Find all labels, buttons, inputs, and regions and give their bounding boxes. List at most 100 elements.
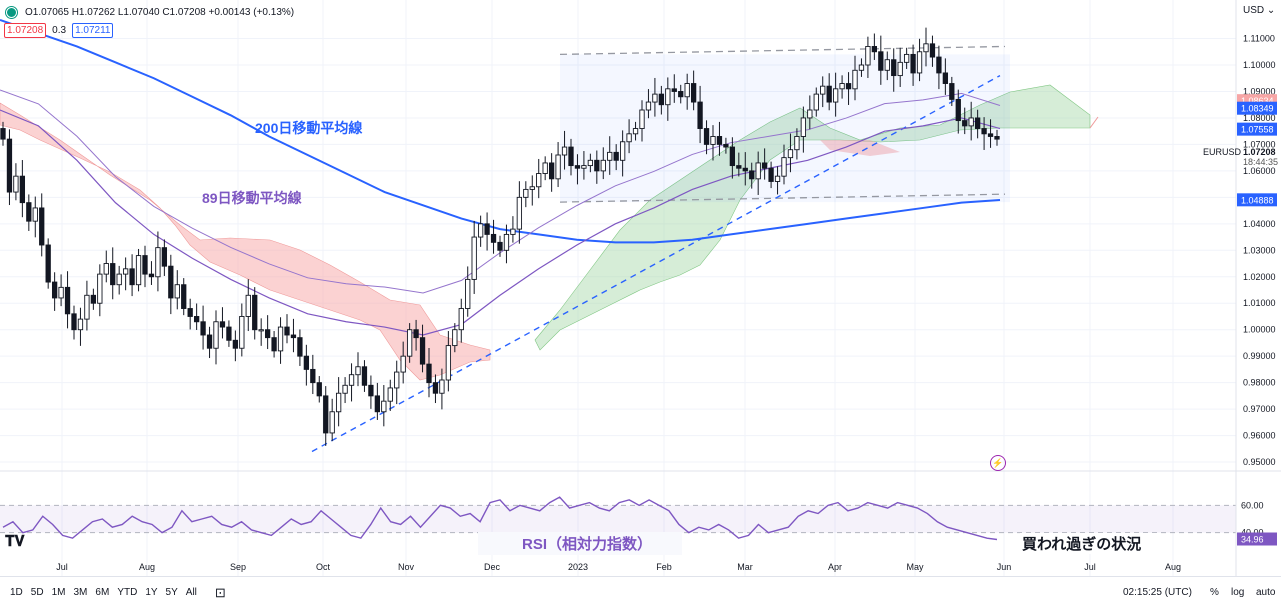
auto-toggle[interactable]: auto: [1256, 587, 1276, 598]
candle: [329, 398, 335, 442]
candle: [0, 121, 6, 146]
candle-body: [529, 186, 535, 190]
ichimoku-cloud-bearish: [820, 140, 900, 156]
candle-body: [839, 83, 845, 90]
candle: [697, 85, 703, 144]
timeframe-button[interactable]: 5Y: [165, 587, 178, 598]
candle: [77, 307, 84, 346]
candle-body: [110, 263, 116, 286]
candle-body: [903, 53, 910, 63]
candle-body: [897, 61, 903, 77]
candle-body: [581, 165, 587, 169]
candle-body: [335, 392, 342, 413]
candle-body: [155, 247, 161, 278]
ma89-line: [0, 109, 1001, 336]
rsi-line: [2, 496, 998, 541]
candle: [323, 386, 329, 446]
last-price-label: 1.07208: [1243, 147, 1276, 157]
candle: [219, 307, 226, 339]
ohlc-legend: O1.07065 H1.07262 L1.07040 C1.07208 +0.0…: [6, 5, 294, 19]
candle: [742, 152, 748, 186]
tradingview-logo-icon[interactable]: 𝐓𝐕: [5, 533, 25, 550]
timeframe-button[interactable]: 5D: [30, 587, 44, 598]
candle: [826, 73, 832, 111]
candle-body: [387, 387, 393, 402]
candle-body: [723, 143, 729, 148]
y-tick-label: 1.09000: [1243, 86, 1276, 96]
candle-body: [845, 83, 852, 90]
candle: [116, 265, 122, 295]
candle-body: [342, 384, 348, 394]
candle: [374, 382, 381, 420]
candle: [710, 125, 716, 161]
timeframe-button[interactable]: 3M: [73, 587, 88, 598]
candle-body: [749, 170, 755, 180]
candle: [51, 272, 58, 311]
x-tick-label: Nov: [398, 562, 415, 572]
candle-body: [736, 165, 742, 169]
candle: [290, 318, 297, 353]
x-tick-label: Apr: [828, 562, 842, 572]
candle-body: [600, 159, 606, 172]
candle-body: [181, 284, 187, 309]
timeframe-button[interactable]: 6M: [95, 587, 110, 598]
indicator-value-right[interactable]: 1.07211: [72, 23, 114, 38]
candle: [839, 75, 845, 99]
candle-body: [477, 223, 484, 238]
timeframe-button[interactable]: YTD: [117, 587, 138, 598]
candle-body: [13, 175, 19, 193]
percent-toggle[interactable]: %: [1210, 587, 1219, 598]
candle-body: [148, 273, 155, 278]
price-axis-tag: 1.04888: [1237, 193, 1277, 207]
candle: [949, 76, 955, 107]
candle: [884, 51, 890, 81]
x-tick-label: Aug: [1165, 562, 1181, 572]
candle: [703, 120, 710, 155]
candle: [716, 121, 723, 156]
candle-body: [645, 101, 652, 111]
candle-body: [974, 117, 981, 129]
x-tick-label: Jul: [56, 562, 68, 572]
candle: [658, 85, 665, 115]
candle: [690, 70, 697, 111]
calendar-range-icon[interactable]: ⊡: [214, 584, 226, 600]
candle-body: [981, 128, 987, 135]
candle-body: [445, 345, 452, 381]
candle-body: [77, 318, 84, 331]
symbol-label: EURUSD: [1203, 147, 1242, 157]
candle: [129, 254, 135, 297]
candle-body: [484, 223, 490, 235]
x-tick-label: Dec: [484, 562, 501, 572]
candle: [103, 250, 109, 283]
timeframe-button[interactable]: 1Y: [145, 587, 158, 598]
candle-body: [0, 128, 6, 140]
candle-body: [174, 284, 180, 299]
candle: [213, 310, 219, 365]
timeframe-button[interactable]: 1D: [10, 587, 23, 598]
candle-body: [426, 363, 432, 384]
candle-body: [32, 207, 38, 222]
candle: [523, 181, 529, 208]
timeframe-button[interactable]: All: [185, 587, 197, 598]
candle-body: [548, 162, 555, 180]
candle: [749, 162, 755, 189]
x-tick-label: Sep: [230, 562, 246, 572]
indicator-value-left[interactable]: 1.07208: [4, 23, 47, 38]
candle-body: [619, 141, 626, 161]
flash-icon[interactable]: ⚡: [990, 455, 1006, 471]
candle: [516, 181, 523, 244]
price-tag-text: 1.07558: [1241, 125, 1274, 135]
candle-body: [555, 154, 561, 180]
timeframe-button[interactable]: 1M: [51, 587, 66, 598]
candle: [987, 119, 994, 148]
candle: [97, 264, 103, 317]
x-tick-label: Aug: [139, 562, 155, 572]
y-tick-label: 1.00000: [1243, 325, 1276, 335]
currency-select[interactable]: USD ⌄: [1243, 5, 1275, 16]
log-toggle[interactable]: log: [1231, 587, 1245, 598]
candle-body: [103, 263, 109, 275]
candle-body: [813, 93, 819, 111]
utc-clock[interactable]: 02:15:25 (UTC): [1123, 587, 1192, 598]
ma200-line: [0, 19, 1001, 244]
